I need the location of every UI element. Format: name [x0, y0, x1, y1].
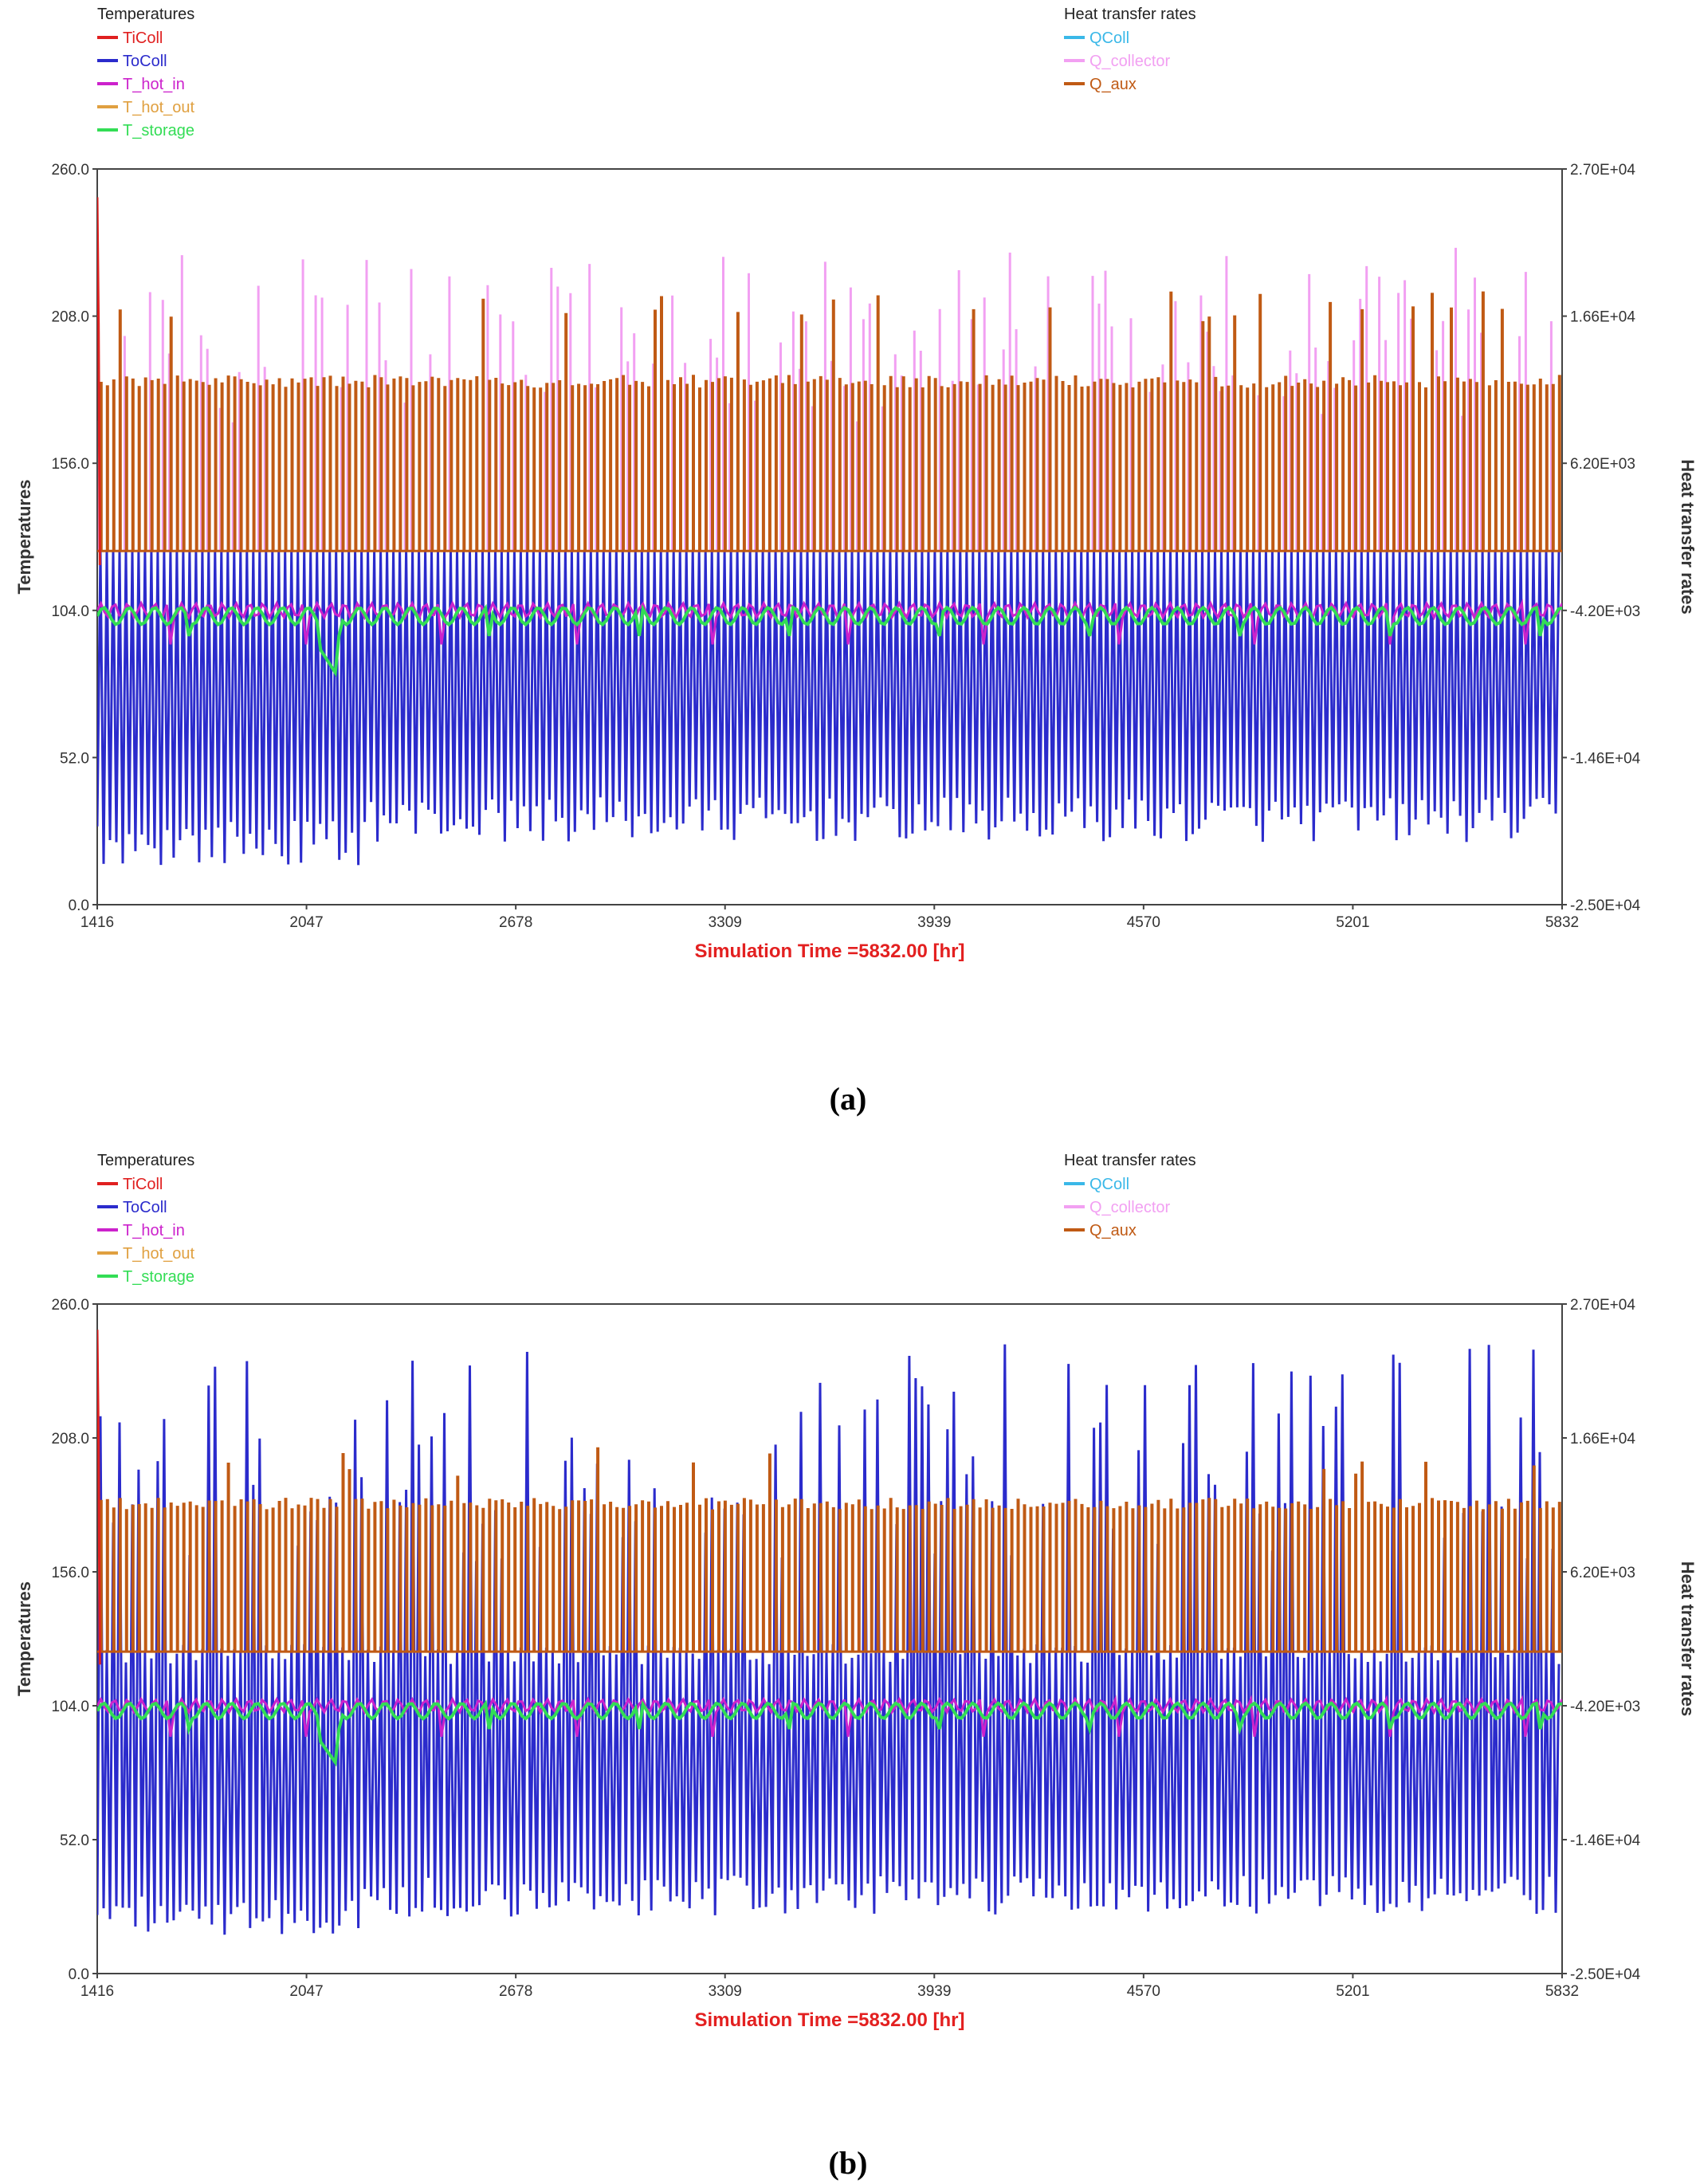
ticoll-series	[97, 1330, 101, 1665]
legend-label-qcoll: QColl	[1089, 1176, 1129, 1193]
x-tick-label: 5201	[1336, 914, 1369, 931]
y2-tick-label: 6.20E+03	[1570, 456, 1635, 473]
y2-tick-label: 6.20E+03	[1570, 1565, 1635, 1581]
x-tick-label: 5832	[1545, 1983, 1579, 2000]
chart-panel-b: Temperatures TiColl ToColl T_hot_in T_hot_ou…	[0, 1148, 1696, 2184]
legend-label-q-aux: Q_aux	[1089, 1222, 1137, 1239]
legend-title-temperatures: Temperatures	[97, 6, 194, 23]
ticoll-series	[97, 197, 101, 566]
x-tick-label: 2047	[289, 1983, 323, 2000]
legend-title-heat-transfer-rates: Heat transfer rates	[1064, 6, 1196, 23]
legend-title-temperatures: Temperatures	[97, 1152, 194, 1169]
y-tick-label: 260.0	[51, 162, 89, 179]
y2-axis-title: Heat transfer rates	[1678, 1561, 1696, 1716]
legend-label-t-hot-out: T_hot_out	[123, 99, 195, 116]
y-tick-label: 156.0	[51, 1565, 89, 1581]
legend-label-q-collector: Q_collector	[1089, 53, 1170, 70]
y2-axis-title: Heat transfer rates	[1678, 459, 1696, 614]
y2-tick-label: 1.66E+04	[1570, 309, 1635, 326]
t-storage-series	[97, 1699, 1562, 1767]
legend-label-t-storage: T_storage	[123, 1268, 194, 1286]
y-axis-title: Temperatures	[14, 1581, 34, 1696]
y2-tick-label: -1.46E+04	[1570, 1832, 1641, 1849]
y-tick-label: 156.0	[51, 456, 89, 473]
legend-label-qcoll: QColl	[1089, 29, 1129, 47]
y2-tick-label: 1.66E+04	[1570, 1431, 1635, 1447]
plot-series	[97, 1330, 1562, 1935]
legend-label-q-collector: Q_collector	[1089, 1199, 1170, 1216]
legend-label-ticoll: TiColl	[123, 29, 163, 47]
t-hot-in-series	[97, 599, 1562, 645]
x-tick-label: 2678	[499, 1983, 532, 2000]
y-tick-label: 0.0	[69, 1966, 89, 1983]
legend-label-t-hot-out: T_hot_out	[123, 1245, 195, 1263]
legend-label-t-storage: T_storage	[123, 122, 194, 139]
legend-label-t-hot-in: T_hot_in	[123, 76, 185, 93]
caption-b: (b)	[828, 2145, 868, 2181]
t-hot-in-series	[97, 1695, 1562, 1738]
legend-label-tocoll: ToColl	[123, 53, 167, 70]
y-tick-label: 208.0	[51, 1431, 89, 1447]
tocoll-series	[97, 1344, 1561, 1935]
x-tick-label: 3939	[917, 914, 951, 931]
legend-label-t-hot-in: T_hot_in	[123, 1222, 185, 1239]
tocoll-series	[97, 551, 1561, 866]
x-tick-label: 3309	[709, 914, 742, 931]
y-tick-label: 0.0	[69, 898, 89, 914]
chart-panel-a: Temperatures TiColl ToColl T_hot_in T_hot_ou…	[14, 6, 1696, 962]
y-axis-title: Temperatures	[14, 480, 34, 595]
x-tick-label: 3309	[709, 1983, 742, 2000]
y2-tick-label: -2.50E+04	[1570, 1966, 1641, 1983]
x-tick-label: 1416	[80, 914, 114, 931]
legend-title-heat-transfer-rates: Heat transfer rates	[1064, 1152, 1196, 1169]
y-tick-label: 260.0	[51, 1297, 89, 1314]
x-tick-label: 1416	[80, 1983, 114, 2000]
plot-series	[97, 197, 1562, 866]
x-tick-label: 2047	[289, 914, 323, 931]
chart-a: Temperatures TiColl ToColl T_hot_in T_hot_ou…	[14, 6, 1696, 962]
x-tick-label: 4570	[1127, 914, 1160, 931]
x-tick-label: 3939	[917, 1983, 951, 2000]
legend-label-tocoll: ToColl	[123, 1199, 167, 1216]
chart-b: Temperatures TiColl ToColl T_hot_in T_hot_ou…	[14, 1152, 1696, 2031]
t-storage-series	[97, 603, 1562, 678]
x-tick-label: 2678	[499, 914, 532, 931]
legend-label-ticoll: TiColl	[123, 1176, 163, 1193]
y2-tick-label: -1.46E+04	[1570, 750, 1641, 767]
y2-tick-label: -2.50E+04	[1570, 898, 1641, 914]
y2-tick-label: -4.20E+03	[1570, 1699, 1640, 1715]
caption-a: (a)	[829, 1081, 867, 1117]
q-aux-series	[99, 291, 1561, 552]
x-tick-label: 5832	[1545, 914, 1579, 931]
x-axis-title: Simulation Time =5832.00 [hr]	[694, 941, 964, 962]
y-tick-label: 52.0	[60, 1832, 89, 1849]
y-tick-label: 104.0	[51, 603, 89, 620]
x-axis-title: Simulation Time =5832.00 [hr]	[694, 2009, 964, 2031]
y2-tick-label: 2.70E+04	[1570, 1297, 1635, 1314]
q-aux-series	[99, 1447, 1561, 1652]
y-tick-label: 208.0	[51, 309, 89, 326]
y2-tick-label: -4.20E+03	[1570, 603, 1640, 620]
y-tick-label: 52.0	[60, 750, 89, 767]
x-tick-label: 5201	[1336, 1983, 1369, 2000]
y2-tick-label: 2.70E+04	[1570, 162, 1635, 179]
x-tick-label: 4570	[1127, 1983, 1160, 2000]
y-tick-label: 104.0	[51, 1699, 89, 1715]
legend-label-q-aux: Q_aux	[1089, 76, 1137, 93]
